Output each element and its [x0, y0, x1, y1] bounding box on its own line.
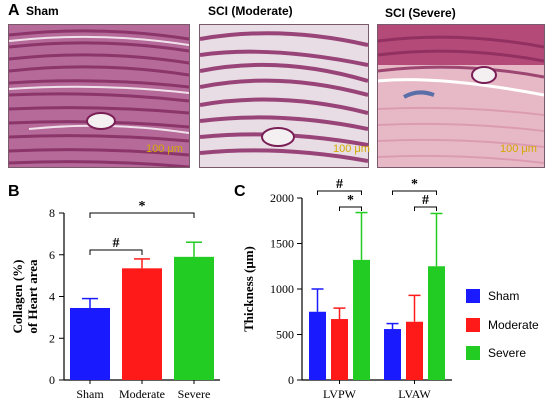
legend-item-severe: Severe	[466, 345, 550, 361]
y-tick-label: 4	[49, 290, 55, 304]
legend-swatch-moderate	[466, 318, 480, 332]
micrograph-sham	[8, 24, 190, 168]
significance-marker: *	[411, 177, 418, 192]
micrograph-label-severe: SCI (Severe)	[385, 6, 456, 20]
bar-lvpw-sham	[309, 311, 326, 380]
significance-marker: *	[139, 199, 146, 214]
legend-swatch-severe	[466, 346, 480, 360]
legend-swatch-sham	[466, 289, 480, 303]
micrograph-moderate	[199, 24, 369, 168]
significance-bracket	[89, 212, 195, 218]
y-tick-label: 0	[49, 373, 55, 387]
x-tick-label: LVPW	[323, 387, 357, 401]
micrograph-severe	[377, 24, 545, 168]
micrograph-severe-texture	[378, 25, 544, 167]
micrograph-label-moderate: SCI (Moderate)	[208, 4, 293, 18]
significance-marker: #	[113, 236, 120, 251]
legend-label-severe: Severe	[488, 346, 527, 360]
x-tick-label: LVAW	[398, 387, 431, 401]
micrograph-sham-texture	[9, 25, 189, 167]
significance-bracket	[339, 206, 362, 211]
panel-letter-b: B	[8, 183, 20, 200]
bar-lvpw-severe	[353, 259, 370, 380]
scale-label-severe: 100 μm	[500, 143, 537, 155]
bar-severe	[174, 256, 214, 380]
significance-bracket	[392, 190, 437, 195]
micrograph-label-sham: Sham	[26, 4, 59, 18]
x-tick-label: Sham	[76, 387, 104, 401]
y-tick-label: 1500	[270, 237, 294, 251]
significance-marker: #	[336, 177, 343, 192]
y-axis-label: Thickness (μm)	[241, 246, 256, 332]
significance-marker: #	[422, 193, 429, 208]
significance-bracket	[89, 249, 143, 255]
x-tick-label: Severe	[178, 387, 211, 401]
panel-letter-c: C	[234, 183, 246, 200]
legend-item-sham: Sham	[466, 288, 550, 304]
bar-moderate	[122, 268, 162, 380]
bar-lvaw-sham	[384, 329, 401, 380]
y-tick-label: 8	[49, 206, 55, 220]
significance-bracket	[317, 190, 362, 195]
scale-label-sham: 100 μm	[146, 143, 183, 155]
x-tick-label: Moderate	[119, 387, 165, 401]
y-axis-label-line2: of Heart area	[25, 259, 40, 334]
significance-marker: *	[347, 193, 354, 208]
legend-label-sham: Sham	[488, 289, 520, 303]
bar-lvpw-moderate	[331, 319, 348, 380]
bar-lvaw-severe	[428, 266, 445, 380]
significance-bracket	[414, 206, 437, 211]
y-tick-label: 1000	[270, 282, 294, 296]
panel-letter-a: A	[8, 2, 20, 19]
y-tick-label: 2000	[270, 191, 294, 205]
legend-item-moderate: Moderate	[466, 317, 550, 333]
y-axis-label-line1: Collagen (%)	[10, 259, 25, 333]
y-tick-label: 6	[49, 248, 55, 262]
y-tick-label: 500	[276, 328, 294, 342]
scale-label-moderate: 100 μm	[333, 143, 370, 155]
legend-label-moderate: Moderate	[488, 318, 539, 332]
micrograph-moderate-texture	[200, 25, 368, 167]
y-tick-label: 2	[49, 331, 55, 345]
y-tick-label: 0	[288, 373, 294, 387]
bar-sham	[70, 307, 110, 380]
bar-lvaw-moderate	[406, 321, 423, 380]
